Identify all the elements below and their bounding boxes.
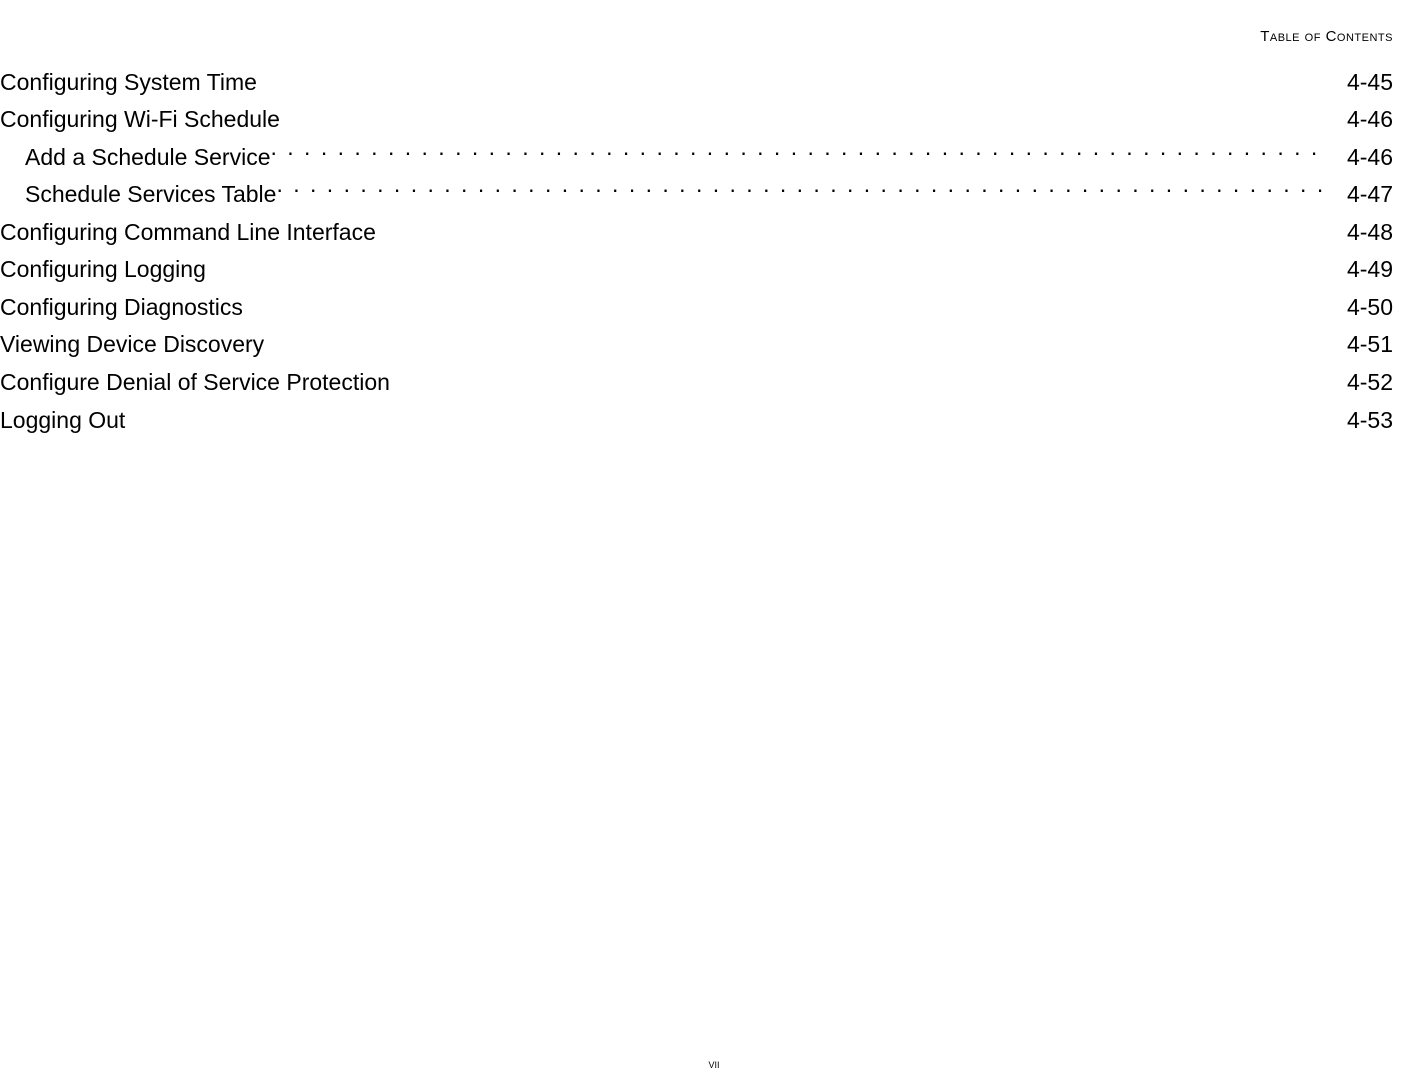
toc-entry: Configure Denial of Service Protection 4-… bbox=[0, 362, 1393, 400]
toc-entry-title: Configuring Logging bbox=[0, 252, 206, 287]
toc-leader bbox=[276, 175, 1329, 203]
toc-entry-page: 4-45 bbox=[1329, 65, 1393, 100]
document-page: Table of Contents Configuring System Tim… bbox=[0, 0, 1428, 1091]
toc-entry-title: Configuring Wi-Fi Schedule bbox=[0, 102, 280, 137]
toc-entry: Logging Out 4-53 bbox=[0, 400, 1393, 438]
toc-entry: Add a Schedule Service 4-46 bbox=[0, 137, 1393, 175]
toc-entry-page: 4-51 bbox=[1329, 327, 1393, 362]
toc-entry-title: Configuring Command Line Interface bbox=[0, 215, 376, 250]
toc-leader bbox=[125, 400, 1329, 428]
toc-leader bbox=[206, 250, 1329, 278]
toc-entry-title: Logging Out bbox=[0, 403, 125, 438]
toc-entry-page: 4-50 bbox=[1329, 290, 1393, 325]
toc-entry-page: 4-46 bbox=[1329, 140, 1393, 175]
toc-entry-page: 4-52 bbox=[1329, 365, 1393, 400]
toc-leader bbox=[243, 287, 1329, 315]
toc-entry-title: Configuring System Time bbox=[0, 65, 257, 100]
toc-entry-title: Viewing Device Discovery bbox=[0, 327, 264, 362]
toc-entry-title: Schedule Services Table bbox=[0, 177, 276, 212]
toc-entry: Configuring Wi-Fi Schedule 4-46 bbox=[0, 100, 1393, 138]
header-label: Table of Contents bbox=[1260, 28, 1393, 45]
toc-leader bbox=[280, 100, 1329, 128]
toc-entry-page: 4-46 bbox=[1329, 102, 1393, 137]
toc-entry: Schedule Services Table 4-47 bbox=[0, 175, 1393, 213]
toc-leader bbox=[264, 325, 1329, 353]
table-of-contents: Configuring System Time4-45Configuring W… bbox=[0, 62, 1393, 437]
toc-entry: Configuring Logging 4-49 bbox=[0, 250, 1393, 288]
toc-entry-title: Configure Denial of Service Protection bbox=[0, 365, 390, 400]
toc-entry: Viewing Device Discovery 4-51 bbox=[0, 325, 1393, 363]
toc-entry-title: Configuring Diagnostics bbox=[0, 290, 243, 325]
toc-entry: Configuring System Time 4-45 bbox=[0, 62, 1393, 100]
toc-leader bbox=[376, 212, 1329, 240]
toc-entry-page: 4-47 bbox=[1329, 177, 1393, 212]
toc-entry-title: Add a Schedule Service bbox=[0, 140, 271, 175]
toc-entry: Configuring Command Line Interface 4-48 bbox=[0, 212, 1393, 250]
toc-leader bbox=[271, 137, 1330, 165]
toc-entry-page: 4-48 bbox=[1329, 215, 1393, 250]
toc-entry-page: 4-53 bbox=[1329, 403, 1393, 438]
toc-entry: Configuring Diagnostics 4-50 bbox=[0, 287, 1393, 325]
toc-entry-page: 4-49 bbox=[1329, 252, 1393, 287]
toc-leader bbox=[390, 362, 1329, 390]
page-number: vii bbox=[0, 1056, 1428, 1071]
toc-leader bbox=[257, 62, 1329, 90]
